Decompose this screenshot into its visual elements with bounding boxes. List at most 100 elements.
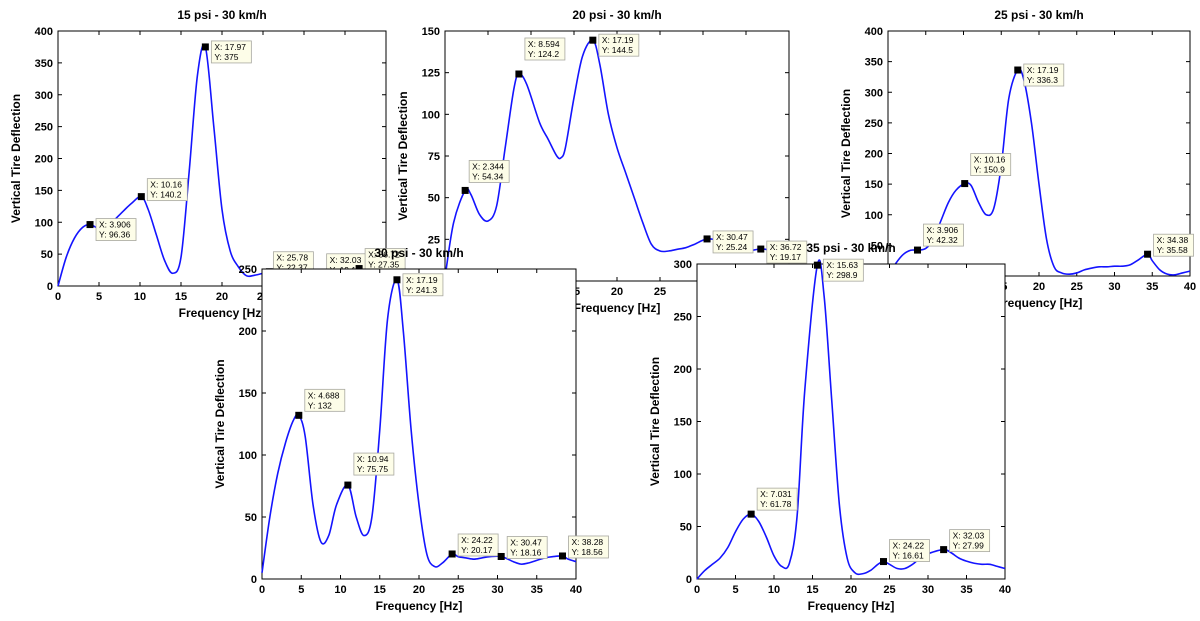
x-tick-label: 10 [134,291,146,303]
x-tick-label: 15 [806,584,818,596]
y-tick-label: 350 [35,58,53,70]
x-tick-label: 35 [960,584,972,596]
datatip-box [468,160,510,183]
datatip-marker[interactable] [448,550,456,558]
y-tick-label: 0 [251,574,257,586]
datatip-marker[interactable] [558,552,566,560]
datatip-marker[interactable] [461,186,469,194]
datatip-box [353,452,395,476]
y-tick-label: 125 [422,68,440,80]
datatip-marker[interactable] [589,36,597,44]
datatip-box [210,40,252,64]
datatip[interactable]: X: 32.03Y: 27.99 [940,529,991,554]
datatip[interactable]: X: 15.63Y: 298.9 [813,258,864,282]
chart-title: 15 psi - 30 km/h [177,8,266,22]
y-tick-label: 150 [674,417,692,429]
y-tick-label: 250 [35,122,53,134]
datatip-marker[interactable] [961,180,969,188]
chart-title: 25 psi - 30 km/h [994,8,1083,22]
series-line [261,278,577,573]
y-axis-label: Vertical Tire Deflection [9,94,23,223]
datatip-y-label: Y: 18.16 [510,547,541,557]
x-tick-label: 25 [1071,281,1083,293]
datatip-marker[interactable] [344,481,352,489]
datatip[interactable]: X: 38.28Y: 18.56 [558,535,609,560]
datatip-marker[interactable] [1014,66,1022,74]
y-tick-label: 0 [686,574,692,586]
datatip-y-label: Y: 42.32 [926,235,957,245]
datatip[interactable]: X: 36.72Y: 19.17 [757,240,808,264]
datatip[interactable]: X: 17.97Y: 375 [201,40,252,64]
datatip-y-label: Y: 61.78 [760,499,791,509]
datatip-x-label: X: 15.63 [826,260,858,270]
datatip[interactable]: X: 17.19Y: 336.3 [1014,63,1065,87]
datatip-box [889,539,930,562]
datatip-marker[interactable] [201,43,209,51]
datatip-marker[interactable] [515,70,523,78]
datatip-x-label: X: 25.78 [276,253,308,263]
datatip-marker[interactable] [393,276,401,284]
y-tick-label: 250 [239,264,257,276]
datatip[interactable]: X: 24.22Y: 16.61 [879,539,930,566]
y-tick-label: 0 [47,281,53,293]
datatip[interactable]: X: 10.16Y: 140.2 [137,178,188,202]
datatip[interactable]: X: 30.47Y: 18.16 [497,536,548,560]
datatip-x-label: X: 36.72 [368,250,400,260]
datatip-box [457,533,499,557]
x-axis-label: Frequency [Hz] [179,306,266,320]
y-tick-label: 150 [239,388,257,400]
datatip-box [949,529,991,553]
datatip-box [923,223,964,247]
datatip[interactable]: X: 10.16Y: 150.9 [961,153,1012,188]
datatip-marker[interactable] [1144,250,1152,258]
datatip[interactable]: X: 24.22Y: 20.17 [448,533,499,558]
datatip-box [1023,63,1065,87]
x-tick-label: 30 [491,584,503,596]
datatip-x-label: X: 10.16 [974,155,1006,165]
datatip-y-label: Y: 140.2 [150,190,181,200]
datatip-x-label: X: 7.031 [760,489,792,499]
datatip-x-label: X: 30.47 [716,232,748,242]
y-tick-label: 100 [674,469,692,481]
datatip-y-label: Y: 298.9 [826,270,857,280]
datatip[interactable]: X: 17.19Y: 144.5 [589,33,640,57]
y-tick-label: 200 [865,149,883,161]
x-tick-label: 40 [570,584,582,596]
chart-title: 35 psi - 30 km/h [806,241,895,255]
datatip-y-label: Y: 241.3 [406,285,437,295]
datatip-marker[interactable] [913,246,921,254]
y-tick-label: 100 [422,109,440,121]
y-tick-label: 50 [245,512,257,524]
chart-panel-1: 15 psi - 30 km/h Frequency [Hz] Vertical T… [9,8,406,320]
datatip-marker[interactable] [137,193,145,201]
datatip-marker[interactable] [813,261,821,269]
datatip-marker[interactable] [86,221,94,229]
datatip-marker[interactable] [703,235,711,243]
x-tick-label: 0 [55,291,61,303]
x-tick-label: 5 [96,291,102,303]
y-tick-label: 300 [35,90,53,102]
datatip[interactable]: X: 34.38Y: 35.58 [1144,233,1194,258]
datatip-marker[interactable] [497,552,505,560]
x-tick-label: 0 [694,584,700,596]
datatip[interactable]: X: 30.47Y: 25.24 [703,230,754,254]
y-tick-label: 150 [422,26,440,38]
plot-area [57,30,387,287]
datatip-marker[interactable] [757,245,765,253]
datatip[interactable]: X: 17.19Y: 241.3 [393,273,444,297]
datatip-marker[interactable] [879,558,887,566]
datatip-marker[interactable] [747,510,755,518]
datatip-x-label: X: 38.28 [571,537,603,547]
datatip-x-label: X: 8.594 [528,39,560,49]
datatip-marker[interactable] [940,546,948,554]
datatip[interactable]: X: 10.94Y: 75.75 [344,452,395,489]
datatip-marker[interactable] [295,411,303,419]
y-tick-label: 50 [680,522,692,534]
datatip-box [506,536,548,559]
